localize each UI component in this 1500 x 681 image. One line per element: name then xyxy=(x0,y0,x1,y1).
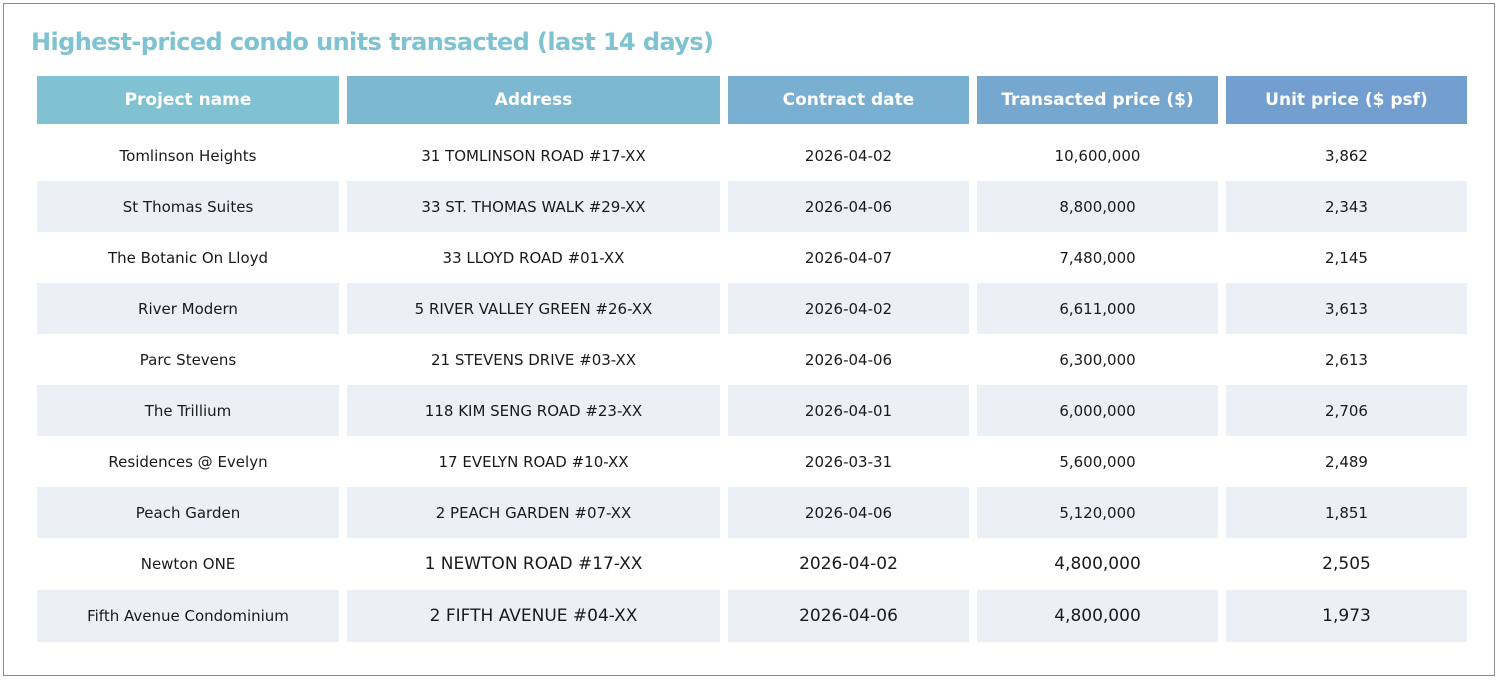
cell-transacted-price: 6,300,000 xyxy=(977,334,1218,385)
cell-transacted-price: 4,800,000 xyxy=(977,538,1218,590)
cell-unit-price: 2,613 xyxy=(1226,334,1467,385)
cell-address: 21 STEVENS DRIVE #03-XX xyxy=(347,334,720,385)
header-project-name: Project name xyxy=(37,76,339,130)
cell-contract-date: 2026-04-06 xyxy=(728,181,969,232)
cell-project-name: The Botanic On Lloyd xyxy=(37,232,339,283)
page-title: Highest-priced condo units transacted (l… xyxy=(31,28,714,56)
cell-project-name: Peach Garden xyxy=(37,487,339,538)
cell-contract-date: 2026-04-01 xyxy=(728,385,969,436)
cell-unit-price: 3,862 xyxy=(1226,130,1467,181)
cell-address: 17 EVELYN ROAD #10-XX xyxy=(347,436,720,487)
cell-transacted-price: 8,800,000 xyxy=(977,181,1218,232)
cell-contract-date: 2026-04-06 xyxy=(728,487,969,538)
cell-unit-price: 2,145 xyxy=(1226,232,1467,283)
table-row: The Trillium 118 KIM SENG ROAD #23-XX 20… xyxy=(37,385,1467,436)
cell-unit-price: 2,343 xyxy=(1226,181,1467,232)
table-row: River Modern 5 RIVER VALLEY GREEN #26-XX… xyxy=(37,283,1467,334)
header-unit-price: Unit price ($ psf) xyxy=(1226,76,1467,130)
cell-address: 31 TOMLINSON ROAD #17-XX xyxy=(347,130,720,181)
cell-contract-date: 2026-04-06 xyxy=(728,590,969,642)
cell-contract-date: 2026-04-02 xyxy=(728,538,969,590)
cell-transacted-price: 10,600,000 xyxy=(977,130,1218,181)
cell-address: 118 KIM SENG ROAD #23-XX xyxy=(347,385,720,436)
cell-project-name: Residences @ Evelyn xyxy=(37,436,339,487)
cell-unit-price: 1,973 xyxy=(1226,590,1467,642)
cell-project-name: The Trillium xyxy=(37,385,339,436)
cell-address: 33 ST. THOMAS WALK #29-XX xyxy=(347,181,720,232)
header-transacted-price: Transacted price ($) xyxy=(977,76,1218,130)
cell-unit-price: 1,851 xyxy=(1226,487,1467,538)
table-row: The Botanic On Lloyd 33 LLOYD ROAD #01-X… xyxy=(37,232,1467,283)
cell-address: 2 FIFTH AVENUE #04-XX xyxy=(347,590,720,642)
cell-project-name: Newton ONE xyxy=(37,538,339,590)
table-row: Peach Garden 2 PEACH GARDEN #07-XX 2026-… xyxy=(37,487,1467,538)
cell-address: 33 LLOYD ROAD #01-XX xyxy=(347,232,720,283)
cell-address: 5 RIVER VALLEY GREEN #26-XX xyxy=(347,283,720,334)
cell-unit-price: 2,489 xyxy=(1226,436,1467,487)
table-header-row: Project name Address Contract date Trans… xyxy=(37,76,1467,130)
cell-transacted-price: 6,611,000 xyxy=(977,283,1218,334)
table-row: Newton ONE 1 NEWTON ROAD #17-XX 2026-04-… xyxy=(37,538,1467,590)
cell-project-name: Parc Stevens xyxy=(37,334,339,385)
table-row: Tomlinson Heights 31 TOMLINSON ROAD #17-… xyxy=(37,130,1467,181)
cell-contract-date: 2026-03-31 xyxy=(728,436,969,487)
cell-unit-price: 3,613 xyxy=(1226,283,1467,334)
cell-transacted-price: 6,000,000 xyxy=(977,385,1218,436)
cell-project-name: Tomlinson Heights xyxy=(37,130,339,181)
cell-contract-date: 2026-04-07 xyxy=(728,232,969,283)
table-row: Fifth Avenue Condominium 2 FIFTH AVENUE … xyxy=(37,590,1467,642)
transactions-table: Project name Address Contract date Trans… xyxy=(29,76,1475,642)
table-row: Parc Stevens 21 STEVENS DRIVE #03-XX 202… xyxy=(37,334,1467,385)
cell-contract-date: 2026-04-02 xyxy=(728,130,969,181)
cell-unit-price: 2,505 xyxy=(1226,538,1467,590)
cell-project-name: St Thomas Suites xyxy=(37,181,339,232)
cell-address: 1 NEWTON ROAD #17-XX xyxy=(347,538,720,590)
cell-contract-date: 2026-04-02 xyxy=(728,283,969,334)
table-row: St Thomas Suites 33 ST. THOMAS WALK #29-… xyxy=(37,181,1467,232)
report-frame: Highest-priced condo units transacted (l… xyxy=(3,3,1495,676)
cell-transacted-price: 4,800,000 xyxy=(977,590,1218,642)
table-row: Residences @ Evelyn 17 EVELYN ROAD #10-X… xyxy=(37,436,1467,487)
cell-transacted-price: 7,480,000 xyxy=(977,232,1218,283)
cell-contract-date: 2026-04-06 xyxy=(728,334,969,385)
cell-unit-price: 2,706 xyxy=(1226,385,1467,436)
cell-project-name: River Modern xyxy=(37,283,339,334)
cell-address: 2 PEACH GARDEN #07-XX xyxy=(347,487,720,538)
header-address: Address xyxy=(347,76,720,130)
header-contract-date: Contract date xyxy=(728,76,969,130)
cell-transacted-price: 5,600,000 xyxy=(977,436,1218,487)
cell-project-name: Fifth Avenue Condominium xyxy=(37,590,339,642)
cell-transacted-price: 5,120,000 xyxy=(977,487,1218,538)
